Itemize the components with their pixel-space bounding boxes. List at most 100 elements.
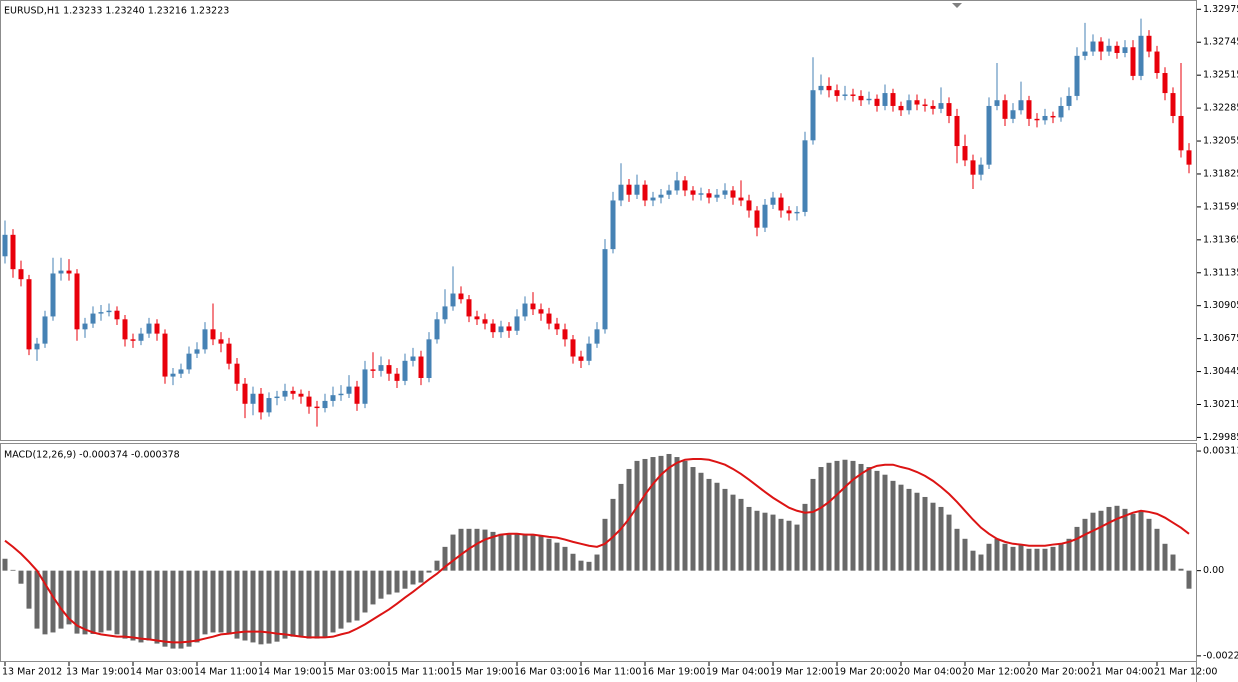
histogram-bar [226, 570, 232, 635]
histogram-bar [762, 512, 768, 571]
candle-body [178, 369, 184, 374]
candle-body [226, 343, 232, 364]
candle-body [882, 93, 888, 106]
y-tick-label: 1.30215 [1203, 399, 1238, 410]
histogram-bar [218, 570, 224, 633]
histogram-bar [850, 460, 856, 571]
candle-body [386, 365, 392, 374]
candle-body [450, 293, 456, 307]
histogram-bar [250, 570, 256, 643]
histogram-bar [10, 569, 16, 571]
candle-body [1066, 95, 1072, 106]
histogram-bar [42, 570, 48, 635]
candle-body [282, 390, 288, 397]
candle-body [74, 273, 80, 330]
histogram-bar [1058, 543, 1064, 571]
candle-body [18, 269, 24, 280]
y-tick-label: 1.32975 [1203, 4, 1238, 15]
candle-body [930, 105, 936, 109]
candle-body [666, 190, 672, 195]
x-tick-label: 16 Mar 19:00 [642, 667, 705, 678]
candle-body [506, 326, 512, 331]
histogram-bar [858, 463, 864, 571]
candle-body [434, 319, 440, 340]
histogram-bar [146, 570, 152, 641]
histogram-bar [426, 570, 432, 573]
candle-body [442, 306, 448, 320]
histogram-bar [178, 570, 184, 649]
x-tick-label: 14 Mar 03:00 [130, 667, 193, 678]
candle-body [266, 398, 272, 413]
histogram-bar [1042, 548, 1048, 571]
candle-body [1090, 41, 1096, 52]
candle-body [306, 396, 312, 407]
candle-body [1122, 47, 1128, 53]
candle-body [1074, 55, 1080, 96]
histogram-bar [834, 460, 840, 571]
y-tick-label: 1.32055 [1203, 136, 1238, 147]
candle-body [378, 365, 384, 371]
x-tick-label: 15 Mar 19:00 [450, 667, 513, 678]
histogram-bar [754, 510, 760, 571]
signal-line [4, 457, 1190, 644]
histogram-bar [986, 543, 992, 571]
histogram-bar [386, 570, 392, 595]
histogram-bar [1010, 546, 1016, 571]
x-tick-label: 19 Mar 20:00 [834, 667, 897, 678]
candle-body [770, 197, 776, 205]
candle-body [330, 395, 336, 401]
histogram-bar [554, 542, 560, 571]
histogram-bar [770, 514, 776, 571]
candle-body [122, 319, 128, 340]
histogram-bar [1114, 505, 1120, 571]
candle-body [922, 104, 928, 106]
histogram-bar [354, 570, 360, 621]
histogram-bar [714, 482, 720, 571]
histogram-bar [370, 570, 376, 605]
histogram-bar [82, 570, 88, 635]
histogram-bar [586, 561, 592, 571]
histogram-bar [658, 455, 664, 571]
y-tick-label: 1.31135 [1203, 267, 1238, 278]
candle-body [514, 316, 520, 331]
candle-body [1058, 105, 1064, 118]
candle-body [242, 383, 248, 404]
histogram-bar [610, 498, 616, 571]
candle-body [826, 85, 832, 91]
histogram-bar [1106, 506, 1112, 571]
histogram-bar [506, 534, 512, 571]
histogram-bar [138, 570, 144, 643]
histogram-bar [578, 560, 584, 571]
y-tick-label: -0.00222 [1203, 650, 1238, 661]
histogram-bar [1066, 538, 1072, 571]
histogram-bar [346, 570, 352, 623]
histogram-bar [786, 520, 792, 571]
candle-body [402, 360, 408, 381]
candle-body [586, 343, 592, 361]
candle-body [1138, 35, 1144, 76]
x-tick-label: 14 Mar 11:00 [194, 667, 257, 678]
candle-body [1010, 110, 1016, 119]
histogram-bar [1186, 570, 1192, 589]
histogram-bar [682, 460, 688, 571]
y-tick-label: 1.30445 [1203, 366, 1238, 377]
x-tick-label: 16 Mar 11:00 [578, 667, 641, 678]
histogram-bar [378, 570, 384, 599]
candle-body [1050, 115, 1056, 118]
histogram-bar [1130, 513, 1136, 571]
histogram-bar [994, 538, 1000, 571]
candle-body [890, 93, 896, 106]
candle-body [1114, 45, 1120, 53]
y-tick-label: 1.32515 [1203, 70, 1238, 81]
histogram-bar [514, 533, 520, 571]
candle-body [674, 180, 680, 191]
x-tick-label: 21 Mar 04:00 [1090, 667, 1153, 678]
candle-body [1146, 35, 1152, 52]
candle-body [298, 393, 304, 397]
candle-body [594, 329, 600, 344]
histogram-bar [170, 570, 176, 649]
candle-body [346, 386, 352, 394]
histogram-bar [122, 570, 128, 639]
histogram-bar [562, 546, 568, 571]
histogram-bar [458, 528, 464, 571]
